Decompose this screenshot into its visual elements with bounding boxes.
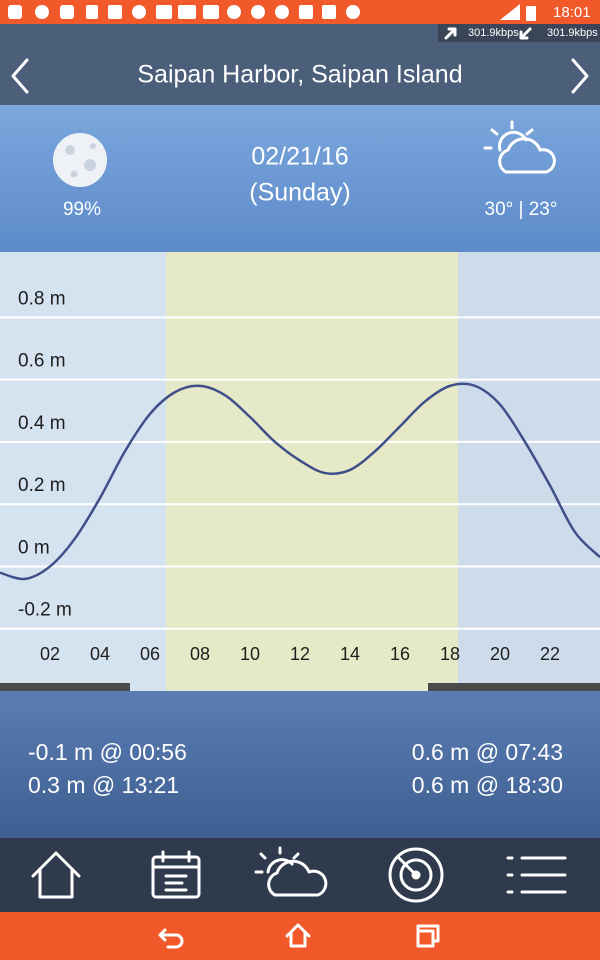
download-speed: 301.9kbps — [547, 27, 598, 39]
speed-strip — [438, 24, 600, 42]
info-panel — [0, 105, 600, 252]
next-button[interactable] — [571, 58, 589, 94]
status-icons — [8, 4, 536, 21]
scroll-shade-left — [0, 683, 130, 691]
temperature: 30° | 23° — [485, 199, 558, 220]
scroll-shade-right — [428, 683, 600, 691]
x-tick-label: 14 — [340, 644, 360, 664]
calendar-tab[interactable] — [151, 850, 201, 899]
location-title: Saipan Harbor, Saipan Island — [137, 61, 462, 89]
home-button[interactable] — [285, 923, 311, 948]
y-tick-label: -0.2 m — [18, 600, 72, 621]
weather-tab[interactable] — [254, 846, 328, 897]
x-tick-label: 22 — [540, 644, 560, 664]
tide-chart: 0.8 m 0.6 m 0.4 m 0.2 m 0 m -0.2 m 02 04 06 08 10 1… — [0, 252, 600, 691]
prev-button[interactable] — [11, 58, 29, 94]
x-tick-label: 04 — [90, 644, 110, 664]
moon-illumination: 99% — [63, 199, 101, 220]
menu-tab[interactable] — [506, 856, 567, 894]
low-tide: 0.3 m @ 13:21 — [28, 772, 179, 798]
tide-summary — [0, 691, 600, 838]
x-tick-label: 10 — [240, 644, 260, 664]
upload-arrow — [444, 27, 457, 40]
bottom-nav — [0, 838, 600, 912]
x-tick-label: 02 — [40, 644, 60, 664]
x-tick-label: 06 — [140, 644, 160, 664]
upload-speed: 301.9kbps — [468, 27, 519, 39]
night-shade-left — [0, 252, 166, 691]
y-tick-label: 0.4 m — [18, 413, 66, 434]
y-tick-label: 0.2 m — [18, 475, 66, 496]
weekday: (Sunday) — [249, 179, 350, 207]
recents-button[interactable] — [416, 924, 440, 948]
radar-tab[interactable] — [388, 847, 444, 903]
x-tick-label: 08 — [190, 644, 210, 664]
y-tick-label: 0.6 m — [18, 351, 66, 372]
high-tide: 0.6 m @ 18:30 — [412, 772, 563, 798]
date: 02/21/16 — [251, 143, 348, 171]
download-arrow — [519, 27, 532, 40]
x-tick-label: 16 — [390, 644, 410, 664]
x-tick-label: 20 — [490, 644, 510, 664]
daylight-band — [166, 252, 458, 691]
back-button[interactable] — [158, 928, 184, 949]
y-tick-label: 0.8 m — [18, 288, 66, 309]
weather-icon — [483, 120, 556, 174]
low-tide: -0.1 m @ 00:56 — [28, 739, 187, 765]
x-tick-label: 18 — [440, 644, 460, 664]
home-tab[interactable] — [31, 851, 81, 899]
tide-curve — [0, 382, 600, 581]
system-nav — [0, 912, 600, 960]
y-tick-label: 0 m — [18, 537, 50, 558]
x-tick-label: 12 — [290, 644, 310, 664]
moon-icon — [53, 133, 107, 187]
status-time: 18:01 — [553, 4, 591, 21]
high-tide: 0.6 m @ 07:43 — [412, 739, 563, 765]
